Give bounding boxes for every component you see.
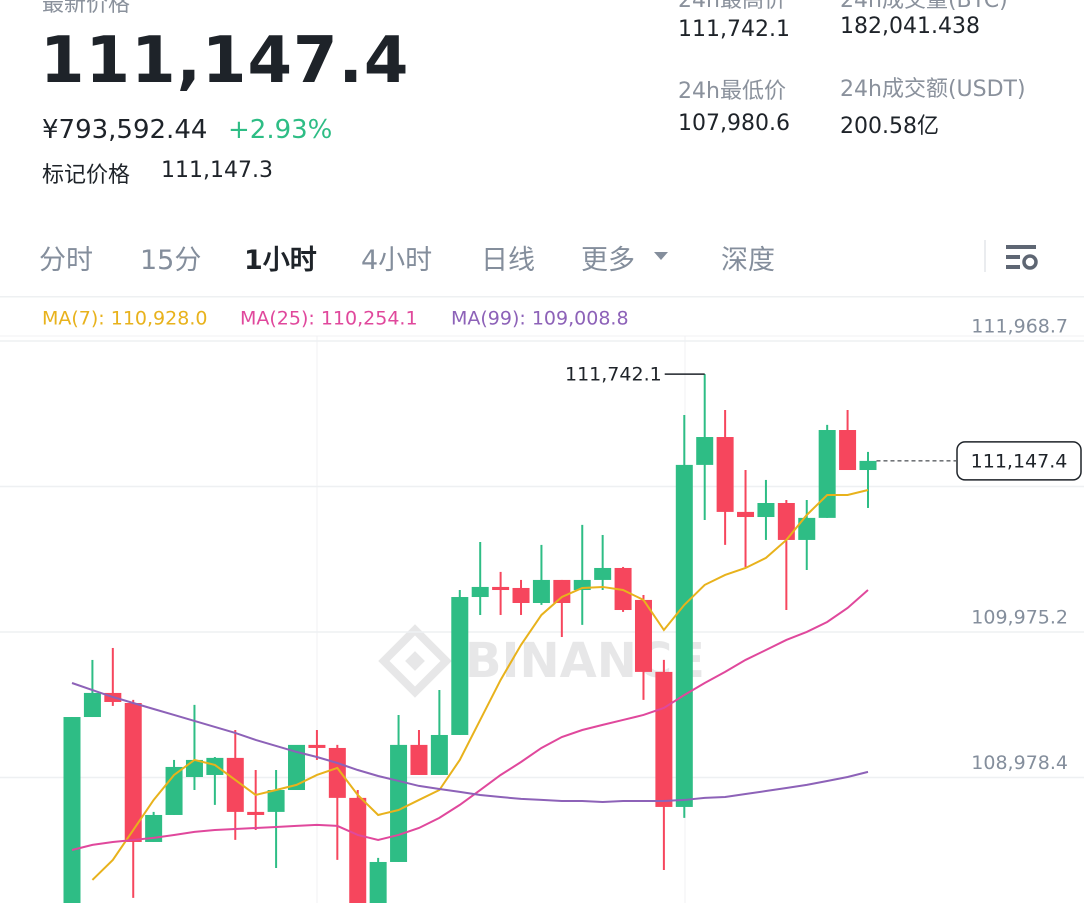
candle-body xyxy=(777,503,795,540)
stat-value: 200.58亿 xyxy=(840,114,939,139)
candle-body xyxy=(145,814,163,842)
candle-body xyxy=(83,692,101,718)
divider xyxy=(984,240,986,272)
legend-entry: MA(7): 110,928.0 xyxy=(42,308,207,330)
candle-body xyxy=(532,579,550,604)
candle-body xyxy=(451,597,469,735)
candle-body xyxy=(471,586,489,598)
tab[interactable]: 日线 xyxy=(481,245,535,276)
tab[interactable]: 分时 xyxy=(39,245,93,276)
candle-body xyxy=(185,759,203,778)
cny-price: ¥793,592.44 xyxy=(42,115,208,145)
candle-body xyxy=(573,579,591,591)
candle-body xyxy=(818,430,836,518)
mark-price-title: 标记价格 xyxy=(42,163,131,188)
last-price-title: 最新价格 xyxy=(42,0,131,17)
candle-body xyxy=(839,430,857,471)
candle-body xyxy=(288,744,306,791)
last-price: 111,147.4 xyxy=(40,24,410,98)
settings-icon[interactable] xyxy=(1004,242,1040,272)
y-tick-label: 109,975.2 xyxy=(971,607,1068,629)
candle-body xyxy=(737,511,755,518)
dropdown-arrow xyxy=(654,252,668,260)
high-label: 111,742.1 xyxy=(565,364,662,386)
candle-body xyxy=(63,717,81,903)
candle-body xyxy=(716,437,734,512)
candle-body xyxy=(226,757,244,812)
chart: BINANCE 111,968.7110,971.9109,975.2108,9… xyxy=(0,296,1084,903)
stat-label: 24h成交量(BTC) xyxy=(840,0,1008,13)
candle-body xyxy=(430,734,448,775)
ma-line xyxy=(71,589,869,851)
y-tick-label: 108,978.4 xyxy=(971,752,1068,774)
candle-body xyxy=(512,587,530,604)
tab-active[interactable]: 1小时 xyxy=(244,245,317,276)
tab[interactable]: 深度 xyxy=(721,245,775,276)
candle-body xyxy=(247,811,265,815)
legend-entry: MA(25): 110,254.1 xyxy=(240,308,418,330)
candle-body xyxy=(655,671,673,807)
candle-body xyxy=(798,517,816,540)
stat-value: 107,980.6 xyxy=(678,111,790,136)
tab[interactable]: 15分 xyxy=(140,245,202,276)
stat-value: 111,742.1 xyxy=(678,17,790,42)
candle-body xyxy=(267,790,285,812)
ma-line xyxy=(91,489,869,881)
stat-value: 182,041.438 xyxy=(840,14,980,39)
legend-entry: MA(99): 109,008.8 xyxy=(451,308,629,330)
candle-body xyxy=(349,797,367,903)
candle-body xyxy=(369,861,387,903)
candle-body xyxy=(492,586,510,591)
candle-body xyxy=(859,460,877,471)
stat-label: 24h成交额(USDT) xyxy=(840,77,1026,102)
candle-body xyxy=(328,747,346,798)
candle-body xyxy=(206,757,224,775)
stat-label: 24h最低价 xyxy=(678,79,786,104)
candle-body xyxy=(675,464,693,807)
ma-line xyxy=(71,682,869,803)
candle-body xyxy=(594,567,612,580)
candle-body xyxy=(634,599,652,672)
last-price-label: 111,147.4 xyxy=(971,450,1068,472)
candle-body xyxy=(124,703,142,842)
price-change: +2.93% xyxy=(228,115,333,145)
candle-body xyxy=(614,567,632,611)
stat-label: 24h最高价 xyxy=(678,0,786,13)
candle-body xyxy=(553,579,571,604)
last-price-box xyxy=(956,441,1082,481)
candle-body xyxy=(390,744,408,862)
tab-more[interactable]: 更多 xyxy=(581,245,635,276)
candle-body xyxy=(757,503,775,518)
y-tick-label: 111,968.7 xyxy=(971,316,1068,338)
tab[interactable]: 4小时 xyxy=(361,245,433,276)
mark-price: 111,147.3 xyxy=(161,158,273,183)
candle-body xyxy=(696,437,714,465)
candle-body xyxy=(308,744,326,748)
candle-body xyxy=(410,744,428,775)
